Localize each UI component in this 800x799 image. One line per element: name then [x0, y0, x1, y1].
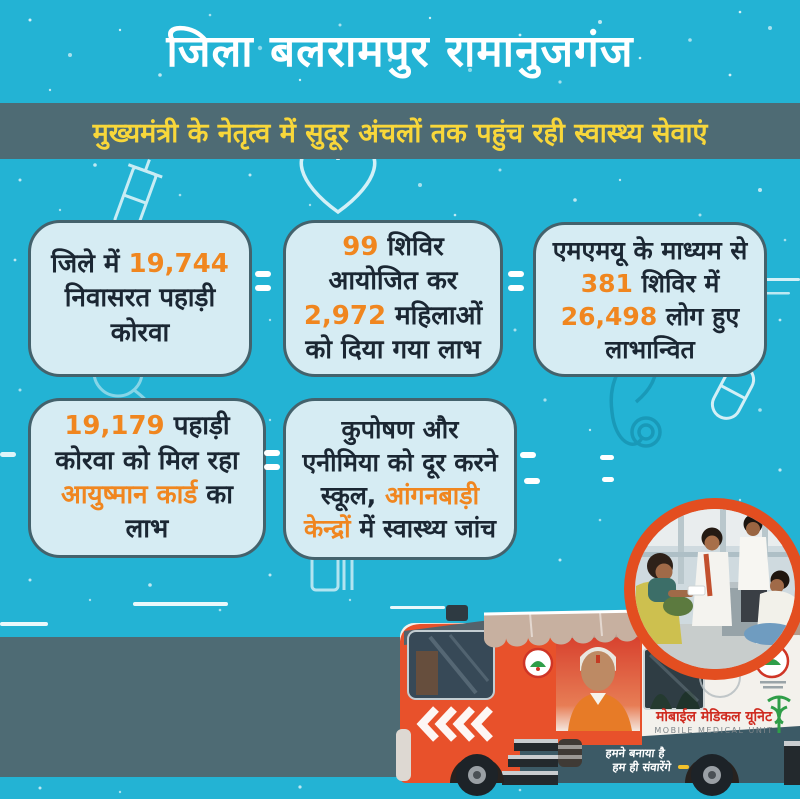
- stat-text: कुपोषण और एनीमिया को दूर करने स्कूल, आंग…: [302, 415, 498, 543]
- caduceus-icon: [767, 695, 791, 733]
- stat-text: 99 शिविर आयोजित कर 2,972 महिलाओं को दिया…: [303, 231, 483, 365]
- stat-box-camps-women: 99 शिविर आयोजित कर 2,972 महिलाओं को दिया…: [283, 220, 503, 377]
- photo-standing-nurse: [687, 527, 732, 626]
- bus-slogan-line: हमने बनाया है: [604, 746, 666, 760]
- page-title: जिला बलरामपुर रामानुजगंज: [166, 25, 634, 77]
- stat-text: 19,179 पहाड़ी कोरवा को मिल रहा आयुष्मान …: [55, 411, 239, 545]
- circle-photo-medical-camp: [624, 498, 800, 680]
- bus-steps: [502, 739, 558, 785]
- stat-text: जिले में 19,744 निवासरत पहाड़ी कोरवा: [51, 249, 229, 348]
- cm-portrait: [556, 629, 640, 731]
- chevron-arrows-icon: [416, 706, 493, 742]
- bus-wheel-front: [456, 754, 498, 796]
- mmu-label-english: MOBILE MEDICAL UNIT: [654, 726, 773, 735]
- bus-cab-window: [407, 630, 495, 700]
- banner: मुख्यमंत्री के नेतृत्व में सुदूर अंचलों …: [0, 103, 800, 159]
- banner-text: मुख्यमंत्री के नेतृत्व में सुदूर अंचलों …: [92, 117, 708, 149]
- bus-wheel-rear: [691, 754, 733, 796]
- stat-box-health-checkups: कुपोषण और एनीमिया को दूर करने स्कूल, आंग…: [283, 398, 517, 560]
- photo-seated-woman: [635, 553, 694, 644]
- header: जिला बलरामपुर रामानुजगंज: [0, 0, 800, 103]
- stat-box-ayushman-card: 19,179 पहाड़ी कोरवा को मिल रहा आयुष्मान …: [28, 398, 266, 558]
- mmu-label-hindi: मोबाईल मेडिकल यूनिट: [655, 708, 773, 726]
- bus-mirror: [446, 605, 468, 621]
- stat-box-mmu-beneficiaries: एमएमयू के माध्यम से 381 शिविर में 26,498…: [533, 222, 767, 377]
- stat-box-residents: जिले में 19,744 निवासरत पहाड़ी कोरवा: [28, 220, 252, 377]
- bus-slogan-line: हम ही संवारेंगे: [611, 760, 672, 774]
- stat-text: एमएमयू के माध्यम से 381 शिविर में 26,498…: [552, 235, 748, 364]
- mobile-medical-unit-bus: मोबाईल मेडिकल यूनिट MOBILE MEDICAL UNIT …: [396, 605, 800, 796]
- slogan-marker: [678, 765, 689, 769]
- bus-emblem-icon: [522, 647, 554, 679]
- bus-barrel: [558, 739, 582, 767]
